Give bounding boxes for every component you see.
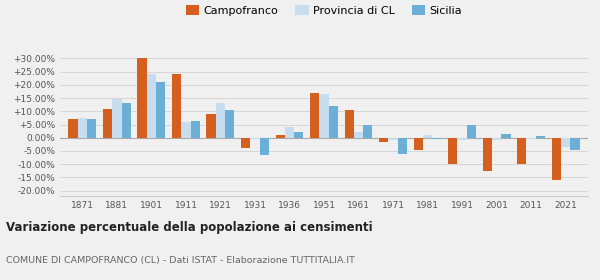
- Bar: [294, 132, 304, 138]
- Bar: [181, 122, 191, 138]
- Bar: [517, 138, 526, 164]
- Bar: [457, 138, 467, 140]
- Bar: [225, 110, 235, 138]
- Bar: [379, 138, 388, 142]
- Bar: [526, 138, 536, 139]
- Bar: [68, 119, 78, 138]
- Bar: [329, 106, 338, 138]
- Bar: [260, 138, 269, 155]
- Bar: [241, 138, 250, 148]
- Bar: [448, 138, 457, 164]
- Bar: [413, 138, 423, 150]
- Text: Variazione percentuale della popolazione ai censimenti: Variazione percentuale della popolazione…: [6, 221, 373, 234]
- Bar: [191, 121, 200, 138]
- Bar: [423, 135, 432, 138]
- Bar: [432, 138, 442, 139]
- Bar: [501, 134, 511, 138]
- Bar: [112, 99, 122, 138]
- Bar: [172, 74, 181, 138]
- Bar: [87, 119, 97, 138]
- Bar: [536, 136, 545, 138]
- Bar: [551, 138, 561, 180]
- Bar: [147, 74, 156, 138]
- Bar: [206, 114, 216, 138]
- Bar: [156, 82, 166, 138]
- Bar: [319, 94, 329, 138]
- Bar: [354, 132, 363, 138]
- Bar: [216, 103, 225, 138]
- Bar: [344, 110, 354, 138]
- Legend: Campofranco, Provincia di CL, Sicilia: Campofranco, Provincia di CL, Sicilia: [182, 1, 466, 20]
- Text: COMUNE DI CAMPOFRANCO (CL) - Dati ISTAT - Elaborazione TUTTITALIA.IT: COMUNE DI CAMPOFRANCO (CL) - Dati ISTAT …: [6, 256, 355, 265]
- Bar: [561, 138, 570, 147]
- Bar: [482, 138, 492, 171]
- Bar: [250, 138, 260, 139]
- Bar: [78, 118, 87, 138]
- Bar: [467, 125, 476, 138]
- Bar: [122, 103, 131, 138]
- Bar: [103, 109, 112, 138]
- Bar: [285, 127, 294, 138]
- Bar: [310, 93, 319, 138]
- Bar: [137, 58, 147, 138]
- Bar: [398, 138, 407, 154]
- Bar: [492, 138, 501, 140]
- Bar: [388, 138, 398, 140]
- Bar: [570, 138, 580, 150]
- Bar: [363, 125, 373, 138]
- Bar: [275, 135, 285, 138]
